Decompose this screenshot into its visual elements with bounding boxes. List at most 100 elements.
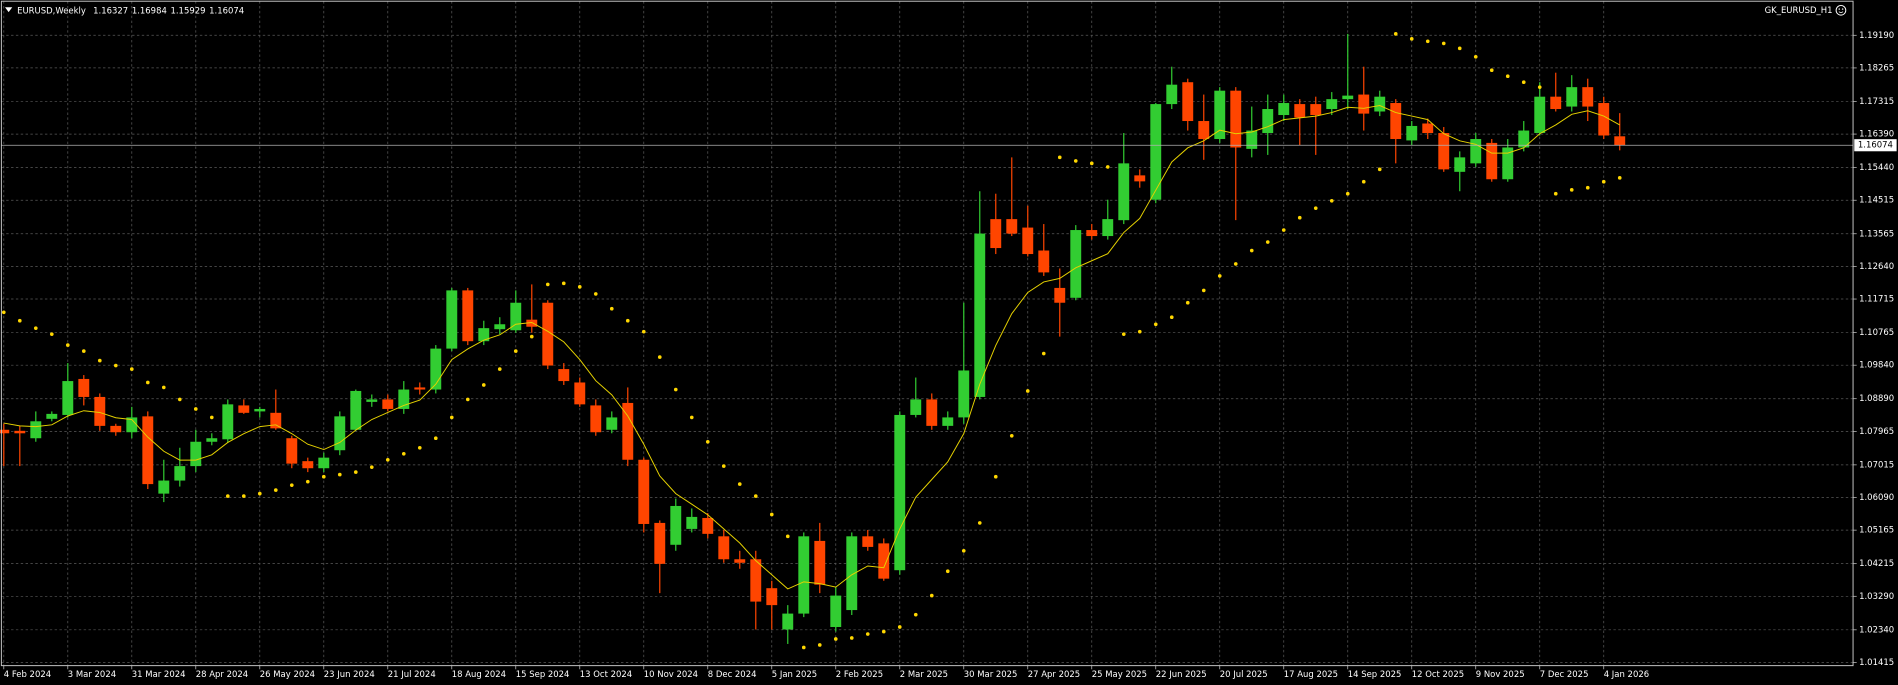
candle-body [446, 290, 458, 349]
candle-body [302, 461, 314, 469]
candle-body [286, 438, 298, 464]
x-tick-label: 14 Sep 2025 [1348, 669, 1402, 679]
candle-body [414, 387, 426, 390]
sar-dot [1489, 68, 1494, 73]
icon-face [1835, 4, 1847, 16]
candle-body [686, 516, 698, 529]
candle-body [1486, 142, 1498, 180]
indicator-name: GK_EURUSD_H1 [1765, 5, 1833, 15]
x-tick-label: 9 Nov 2025 [1476, 669, 1525, 679]
x-tick-label: 3 Mar 2024 [68, 669, 116, 679]
y-tick-label: 1.08890 [1859, 393, 1894, 403]
candle-body [878, 543, 890, 579]
sar-dot [641, 329, 646, 334]
candle-body [766, 588, 778, 606]
y-tick-label: 1.04215 [1859, 558, 1894, 568]
candle-body [1182, 82, 1194, 122]
candle-body [1422, 123, 1434, 134]
x-tick-label: 7 Dec 2025 [1540, 669, 1589, 679]
symbol-menu[interactable] [5, 7, 13, 13]
x-tick-label: 2 Feb 2025 [836, 669, 883, 679]
sar-dot [321, 474, 326, 479]
x-tick-label: 27 Apr 2025 [1028, 669, 1080, 679]
x-tick-label: 21 Jul 2024 [388, 669, 436, 679]
y-tick-label: 1.05165 [1859, 525, 1894, 535]
candle-body [366, 399, 378, 402]
candle-body [430, 348, 442, 390]
x-tick-label: 13 Oct 2024 [580, 669, 632, 679]
moving-average [3, 104, 1620, 590]
sar-dot [1137, 329, 1142, 334]
sar-dot [913, 612, 918, 617]
sar-dot [961, 548, 966, 553]
candle-body [1150, 104, 1162, 200]
sar-dot [1169, 315, 1174, 320]
candle-body [750, 559, 762, 602]
icon-eye [1841, 8, 1844, 10]
sar-dot [1041, 351, 1046, 356]
sar-dot [1281, 228, 1286, 232]
candle-body [670, 505, 682, 545]
sar-dot [289, 483, 294, 487]
sar-dot [417, 445, 422, 450]
sar-dot [769, 512, 774, 517]
candle-body [62, 381, 74, 415]
sar-dot [433, 436, 438, 441]
candle-body [1022, 227, 1034, 255]
candle-body [1230, 90, 1242, 148]
candle-body [1070, 230, 1082, 298]
candle-body [126, 417, 138, 433]
sar-dot [737, 482, 742, 486]
sar-dot [1, 310, 6, 315]
candle-body [606, 417, 618, 430]
sar-dot [849, 636, 854, 640]
sar-dot [833, 637, 838, 641]
sar-dot [65, 343, 70, 347]
sar-dot [1473, 54, 1478, 59]
sar-dot [1409, 36, 1414, 41]
y-tick-label: 1.12640 [1859, 261, 1894, 271]
sar-dot [241, 494, 246, 498]
candle-body [814, 540, 826, 585]
sar-dot [673, 387, 678, 392]
candle-body [142, 416, 154, 485]
y-tick-label: 1.01415 [1859, 657, 1894, 667]
sar-dot [1361, 179, 1366, 184]
plot [0, 32, 1854, 650]
sar-dot [977, 521, 982, 525]
candle-body [1118, 163, 1130, 221]
sar-dot [1329, 198, 1334, 203]
candle-body [206, 438, 218, 442]
plot-border [0, 0, 1854, 667]
candle-body [174, 466, 186, 481]
sar-dot [945, 569, 950, 574]
sar-dot [1025, 389, 1030, 393]
sar-dot [353, 470, 358, 474]
symbol-name: EURUSD,Weekly [17, 5, 86, 15]
y-tick-label: 1.19190 [1859, 30, 1894, 40]
sar-dot [1617, 176, 1622, 180]
sar-dot [801, 645, 806, 650]
sar-dot [1105, 165, 1110, 169]
candle-body [382, 399, 394, 409]
candle-body [1438, 133, 1450, 170]
candle-body [846, 536, 858, 611]
candle-body [1582, 87, 1594, 107]
candle-body [14, 430, 26, 434]
candle-body [350, 390, 362, 430]
sar-dot [881, 629, 886, 634]
candle-body [238, 405, 250, 413]
y-tick-label: 1.18265 [1859, 62, 1894, 72]
candle-body [1534, 96, 1546, 134]
sar-dot [993, 474, 998, 479]
candle-body [862, 536, 874, 547]
candle-body [558, 369, 570, 382]
sar-dot [1185, 300, 1190, 305]
sar-dot [593, 292, 598, 296]
candle-body [78, 378, 90, 397]
sar-dot [369, 465, 374, 469]
high-value: 1.16984 [132, 5, 167, 15]
sar-dot [177, 397, 182, 402]
grid [1, 1, 1854, 666]
indicator-icon[interactable] [1835, 4, 1847, 16]
